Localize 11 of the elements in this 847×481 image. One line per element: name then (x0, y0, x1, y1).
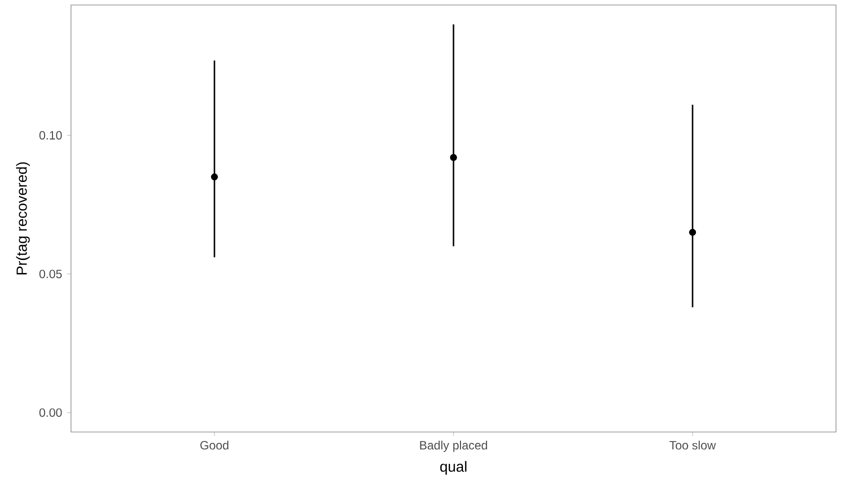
x-tick-label: Too slow (669, 440, 716, 450)
x-tick-label: Good (200, 440, 228, 450)
point (210, 173, 218, 180)
x-tick-label: Badly placed (420, 440, 488, 452)
y-tick-label: 0.10 (39, 131, 62, 140)
y-tick-label: 0.00 (39, 408, 62, 417)
point (689, 228, 696, 236)
x-axis-title: qual (440, 461, 466, 475)
y-axis-title: Pr(tag recovered) (16, 162, 30, 274)
y-tick-label: 0.05 (39, 270, 62, 278)
point (450, 154, 457, 161)
